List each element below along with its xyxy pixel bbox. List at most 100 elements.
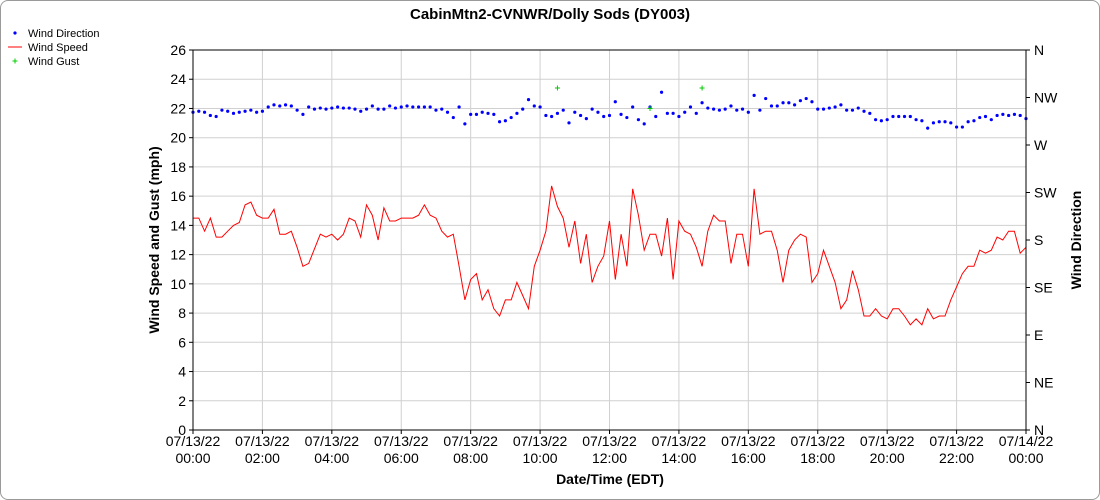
wind-direction-point bbox=[289, 104, 293, 108]
x-tick-time: 18:00 bbox=[800, 450, 835, 466]
wind-direction-point bbox=[891, 114, 895, 119]
wind-direction-point bbox=[694, 111, 698, 115]
wind-direction-point bbox=[989, 118, 993, 122]
x-tick-date: 07/13/22 bbox=[235, 433, 290, 449]
wind-direction-point bbox=[584, 117, 588, 121]
y-tick-label: 12 bbox=[170, 247, 186, 263]
wind-direction-point bbox=[515, 111, 519, 115]
wind-direction-point bbox=[370, 104, 374, 108]
plot-border bbox=[192, 49, 1027, 431]
wind-direction-point bbox=[202, 110, 207, 114]
wind-direction-point bbox=[631, 105, 635, 109]
wind-direction-point bbox=[544, 113, 548, 118]
wind-direction-point bbox=[943, 120, 947, 124]
wind-direction-point bbox=[301, 112, 305, 116]
wind-direction-point bbox=[1018, 113, 1022, 118]
wind-direction-point bbox=[249, 108, 253, 112]
wind-gust-point bbox=[554, 85, 560, 91]
wind-direction-point bbox=[440, 107, 444, 111]
wind-direction-point bbox=[573, 110, 577, 114]
wind-gust-point bbox=[647, 105, 653, 111]
wind-direction-point bbox=[723, 107, 727, 111]
y-axis-title: Wind Speed and Gust (mph) bbox=[146, 146, 162, 333]
wind-direction-point bbox=[775, 104, 779, 108]
wind-direction-point bbox=[278, 104, 282, 108]
wind-direction-point bbox=[613, 100, 617, 104]
wind-direction-point bbox=[960, 125, 964, 129]
legend-label: Wind Speed bbox=[28, 42, 88, 54]
wind-direction-point bbox=[266, 105, 270, 109]
x-tick-time: 00:00 bbox=[175, 450, 210, 466]
wind-direction-point bbox=[931, 121, 936, 125]
wind-direction-point bbox=[1012, 112, 1017, 116]
wind-direction-point bbox=[879, 119, 883, 123]
x-tick-time: 06:00 bbox=[384, 450, 419, 466]
x-tick-date: 07/13/22 bbox=[374, 433, 429, 449]
wind-direction-point bbox=[833, 105, 837, 109]
wind-direction-point bbox=[214, 114, 218, 119]
wind-direction-point bbox=[816, 107, 820, 111]
wind-direction-point bbox=[226, 109, 230, 113]
wind-direction-point bbox=[625, 115, 629, 120]
wind-direction-point bbox=[497, 120, 502, 124]
wind-direction-point bbox=[353, 107, 357, 111]
wind-direction-point bbox=[983, 114, 988, 119]
wind-direction-point bbox=[324, 107, 328, 111]
legend-label: Wind Direction bbox=[28, 28, 100, 40]
y2-axis-title: Wind Direction bbox=[1068, 191, 1084, 290]
wind-direction-point bbox=[208, 113, 212, 118]
wind-direction-point bbox=[735, 108, 739, 112]
wind-direction-point bbox=[619, 112, 623, 116]
x-tick-time: 16:00 bbox=[731, 450, 766, 466]
wind-direction-point bbox=[868, 111, 872, 115]
wind-direction-point bbox=[550, 114, 554, 119]
wind-direction-point bbox=[197, 109, 201, 113]
wind-direction-point bbox=[769, 104, 774, 108]
wind-direction-point bbox=[231, 111, 236, 115]
y-tick-label: 6 bbox=[178, 334, 186, 350]
x-tick-date: 07/14/22 bbox=[999, 433, 1054, 449]
wind-direction-point bbox=[885, 118, 889, 122]
wind-direction-point bbox=[393, 106, 398, 110]
wind-direction-point bbox=[272, 103, 276, 107]
wind-direction-point bbox=[954, 125, 959, 129]
wind-direction-point bbox=[688, 105, 693, 109]
wind-direction-point bbox=[665, 111, 669, 115]
y2-tick-label: SE bbox=[1034, 280, 1053, 296]
wind-direction-point bbox=[659, 90, 664, 94]
wind-direction-point bbox=[914, 118, 918, 122]
wind-gust-point bbox=[699, 85, 705, 91]
wind-direction-point bbox=[405, 104, 409, 108]
wind-direction-point bbox=[341, 106, 345, 110]
wind-direction-point bbox=[469, 112, 473, 116]
y-tick-label: 22 bbox=[170, 100, 186, 116]
grid-lines bbox=[192, 49, 1027, 431]
wind-direction-point bbox=[700, 101, 704, 105]
wind-direction-point bbox=[347, 106, 351, 110]
y2-tick-label: W bbox=[1034, 137, 1048, 153]
wind-direction-point bbox=[237, 110, 241, 114]
wind-direction-point bbox=[706, 106, 710, 110]
wind-direction-point bbox=[492, 112, 496, 116]
x-tick-date: 07/13/22 bbox=[721, 433, 776, 449]
wind-direction-point bbox=[902, 114, 907, 119]
plot-area bbox=[191, 85, 1028, 326]
y-tick-label: 20 bbox=[170, 130, 186, 146]
y2-tick-label: SW bbox=[1034, 185, 1057, 201]
x-tick-date: 07/13/22 bbox=[305, 433, 360, 449]
wind-direction-point bbox=[874, 118, 878, 122]
wind-direction-point bbox=[463, 122, 467, 126]
wind-direction-point bbox=[567, 121, 571, 125]
wind-direction-point bbox=[821, 107, 826, 111]
wind-direction-point bbox=[376, 107, 380, 111]
wind-direction-point bbox=[607, 113, 612, 118]
legend-gust-marker bbox=[12, 58, 18, 64]
wind-direction-point bbox=[972, 119, 976, 123]
y2-tick-label: NW bbox=[1034, 90, 1058, 106]
wind-direction-point bbox=[255, 110, 259, 114]
wind-direction-point bbox=[359, 109, 363, 113]
wind-direction-point bbox=[330, 106, 334, 110]
wind-direction-point bbox=[480, 110, 484, 114]
wind-direction-point bbox=[712, 107, 716, 111]
